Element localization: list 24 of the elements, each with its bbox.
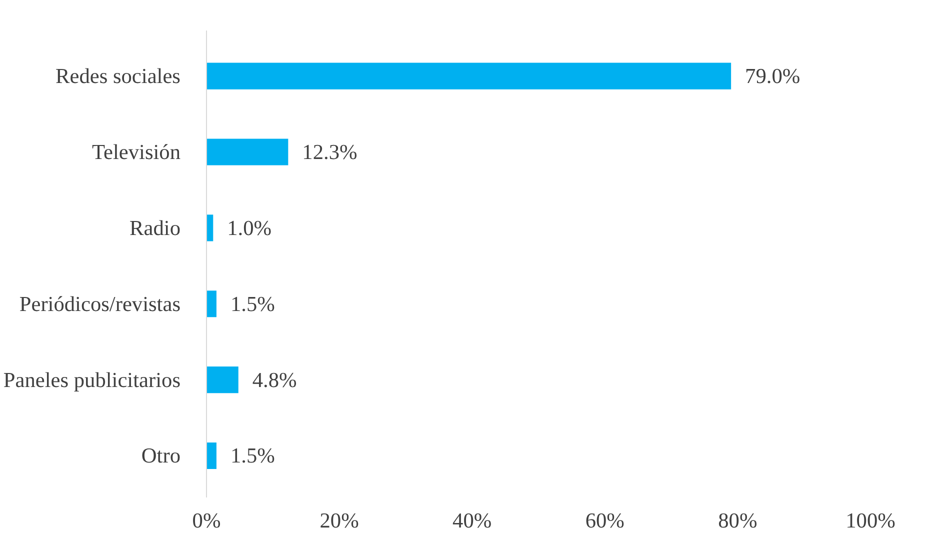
y-tick-label: Periódicos/revistas [19,292,181,316]
bar [206,366,238,394]
x-tick-label: 0% [192,508,221,532]
bar [206,138,288,166]
bar [206,442,216,470]
y-tick-label: Redes sociales [56,64,181,88]
data-label: 79.0% [745,64,800,88]
x-tick-label: 40% [452,508,492,532]
x-tick-label: 60% [585,508,625,532]
data-label: 1.5% [230,444,276,468]
bar [206,290,216,318]
y-tick-label: Otro [141,444,181,468]
bar [206,62,732,90]
x-tick-label: 80% [718,508,758,532]
data-label: 1.0% [227,216,272,240]
y-tick-label: Televisión [92,140,181,164]
x-tick-label: 20% [320,508,360,532]
bar [206,214,214,242]
y-tick-label: Paneles publicitarios [3,368,181,392]
y-tick-label: Radio [130,216,181,240]
x-tick-label: 100% [846,508,896,532]
data-label: 12.3% [302,140,358,164]
data-label: 4.8% [252,368,298,392]
data-label: 1.5% [230,292,276,316]
